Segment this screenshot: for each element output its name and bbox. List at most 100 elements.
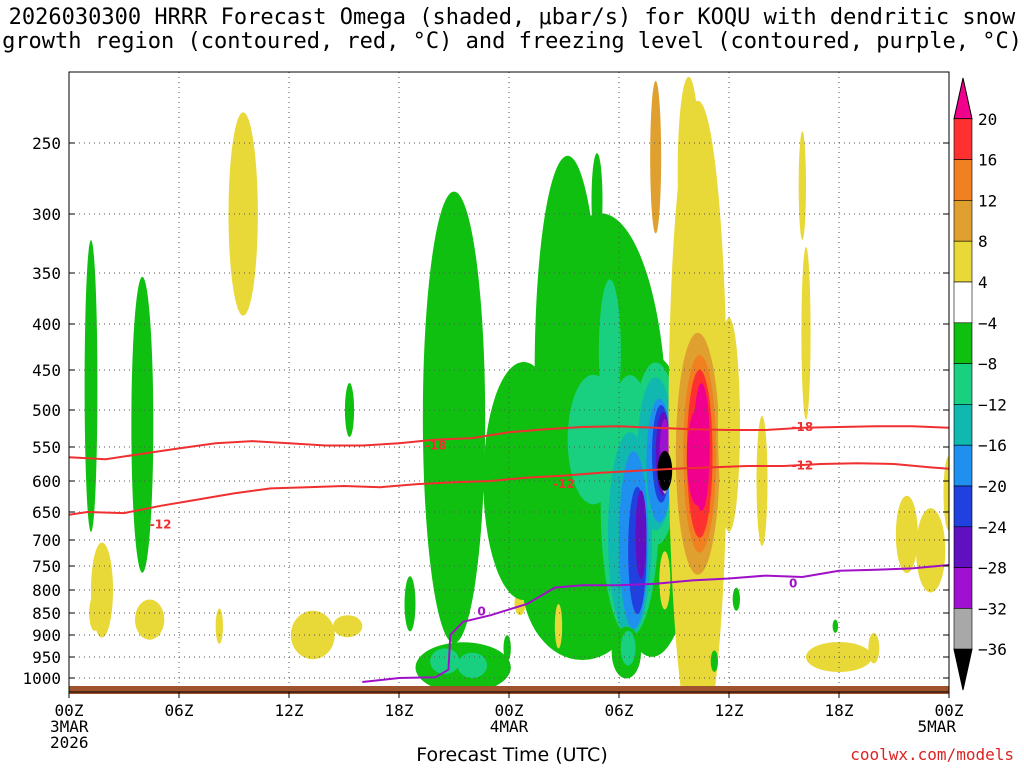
dendritic-minus12-label-2: -12 (791, 458, 813, 472)
omega-blob-0 (84, 240, 98, 532)
colorbar-label-8: −16 (978, 436, 1007, 455)
freezing-level-label-0: 0 (477, 605, 485, 619)
omega-blob-48 (756, 416, 768, 546)
colorbar-label-6: −8 (978, 355, 997, 374)
omega-blob-37 (659, 551, 671, 610)
x-tick-label-48-1: 5MAR (917, 717, 956, 736)
y-tick-label-300: 300 (32, 205, 61, 224)
y-tick-label-850: 850 (32, 604, 61, 623)
y-tick-label-800: 800 (32, 581, 61, 600)
y-tick-label-1000: 1000 (22, 669, 61, 688)
contour-lines (69, 425, 949, 683)
omega-blob-54 (916, 508, 946, 593)
colorbar-label-3: 8 (978, 232, 988, 251)
omega-blob-47 (710, 650, 718, 672)
omega-blob-36 (591, 153, 603, 247)
colorbar-band-4 (953, 240, 973, 283)
dendritic-minus18-line (69, 425, 949, 461)
omega-blob-1 (131, 276, 154, 573)
colorbar-band-2 (953, 159, 973, 201)
colorbar-label-11: −28 (978, 559, 1007, 578)
omega-blob-6 (215, 608, 223, 644)
y-tick-label-900: 900 (32, 626, 61, 645)
omega-blob-7 (290, 610, 335, 660)
omega-blob-53 (895, 495, 918, 574)
x-tick-label-48-0: 00Z (935, 701, 964, 720)
omega-blob-14 (457, 652, 488, 679)
y-tick-label-950: 950 (32, 648, 61, 667)
y-axis-ticks: 250 300 350 400 450 500 550 600 650 700 750 800 850 9… (22, 134, 949, 688)
contour-labels: -12 -12 -12 -18 -18 0 0 (150, 420, 813, 619)
omega-blob-23 (598, 279, 621, 424)
ascent-core (657, 450, 673, 491)
colorbar-label-1: 16 (978, 151, 997, 170)
colorbar-label-7: −12 (978, 395, 1007, 414)
grid-lines (69, 72, 949, 692)
title-line-1: 2026030300 HRRR Forecast Omega (shaded, … (8, 5, 1016, 30)
omega-blob-56 (832, 619, 839, 633)
x-tick-label-0-0: 00Z (55, 701, 84, 720)
omega-blob-8 (333, 615, 363, 638)
omega-blob-46 (732, 587, 740, 611)
x-tick-label-24-1: 4MAR (490, 717, 529, 736)
credit-text: coolwx.com/models (850, 745, 1014, 764)
y-tick-label-500: 500 (32, 401, 61, 420)
title-line-2: growth region (contoured, red, °C) and f… (2, 29, 1022, 54)
colorbar-label-9: −20 (978, 477, 1007, 496)
omega-blob-52 (868, 632, 880, 664)
y-tick-label-400: 400 (32, 315, 61, 334)
colorbar-label-4: 4 (978, 273, 988, 292)
colorbar-band-3 (953, 200, 973, 242)
colorbar-band-8 (953, 404, 973, 446)
omega-shading (84, 76, 949, 692)
colorbar-band-5 (953, 281, 973, 324)
omega-blob-32 (635, 490, 647, 579)
x-tick-label-30-0: 06Z (605, 701, 634, 720)
colorbar-label-0: 20 (978, 110, 997, 129)
colorbar-band-12 (953, 567, 973, 609)
y-tick-label-350: 350 (32, 264, 61, 283)
colorbar-bottom-arrow (953, 648, 973, 691)
x-tick-label-12-0: 12Z (275, 701, 304, 720)
colorbar-label-5: −4 (978, 314, 997, 333)
subsidence-core (686, 408, 709, 506)
colorbar-band-1 (953, 118, 973, 160)
y-tick-label-700: 700 (32, 531, 61, 550)
omega-blob-59 (620, 630, 636, 666)
omega-blob-45 (718, 317, 740, 532)
colorbar: 20 16 12 8 4 −4 −8 −12 −16 −20 −24 −28 −32 −36 (953, 77, 1007, 691)
omega-blob-49 (798, 131, 806, 241)
omega-blob-50 (801, 247, 811, 420)
x-tick-label-6-0: 06Z (165, 701, 194, 720)
y-tick-label-450: 450 (32, 361, 61, 380)
freezing-level-label-1: 0 (789, 576, 797, 590)
colorbar-label-12: −32 (978, 599, 1007, 618)
freezing-level-line (362, 564, 949, 683)
omega-blob-2 (228, 112, 258, 316)
colorbar-band-11 (953, 526, 973, 568)
omega-blob-10 (404, 576, 416, 632)
dendritic-minus12-label-1: -12 (553, 477, 575, 491)
dendritic-minus12-label-0: -12 (150, 517, 172, 531)
colorbar-label-10: −24 (978, 518, 1007, 537)
y-tick-label-600: 600 (32, 472, 61, 491)
colorbar-band-6 (953, 322, 973, 364)
dendritic-minus18-label-0: -18 (425, 439, 447, 453)
omega-blob-11 (422, 191, 486, 644)
omega-blob-13 (430, 648, 460, 674)
x-tick-label-36-0: 12Z (715, 701, 744, 720)
omega-blob-39 (677, 76, 700, 267)
dendritic-minus12-line (69, 462, 949, 516)
colorbar-band-7 (953, 363, 973, 405)
colorbar-band-10 (953, 485, 973, 528)
x-tick-label-24-0: 00Z (495, 701, 524, 720)
colorbar-label-13: −36 (978, 640, 1007, 659)
colorbar-top-arrow (953, 77, 973, 120)
omega-blob-15 (503, 635, 511, 662)
colorbar-label-2: 12 (978, 191, 997, 210)
omega-blob-5 (135, 599, 165, 640)
y-tick-label-550: 550 (32, 438, 61, 457)
x-tick-label-0-2: 2026 (50, 733, 89, 752)
